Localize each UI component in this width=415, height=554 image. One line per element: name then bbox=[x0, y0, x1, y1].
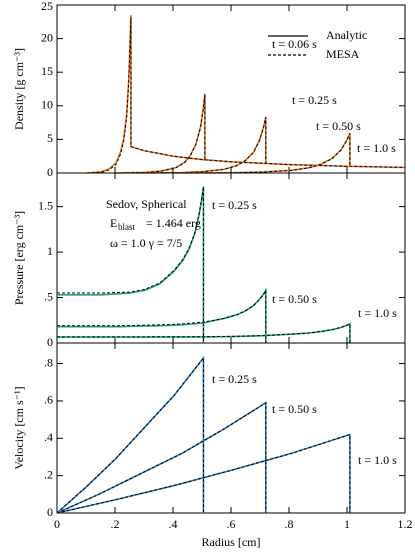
curve-label: t = 1.0 s bbox=[357, 141, 396, 155]
x-tick-label: .4 bbox=[169, 517, 178, 531]
x-tick-label: .2 bbox=[111, 517, 120, 531]
analytic-line bbox=[116, 93, 206, 174]
y-axis-label: Density [g cm⁻³] bbox=[12, 48, 26, 130]
curve-label: t = 0.25 s bbox=[292, 93, 337, 107]
curve-label: t = 0.25 s bbox=[212, 372, 257, 386]
curve-label: t = 0.50 s bbox=[272, 292, 317, 306]
y-tick-label: 0 bbox=[47, 335, 53, 349]
mesa-line bbox=[174, 133, 351, 174]
annotation: ω = 1.0 γ = 7/5 bbox=[110, 236, 182, 250]
legend-label: Analytic bbox=[326, 28, 367, 42]
curve-label: t = 1.0 s bbox=[358, 453, 397, 467]
mesa-line bbox=[57, 186, 204, 343]
mesa-line bbox=[56, 356, 204, 514]
analytic-line bbox=[57, 287, 267, 343]
y-axis-label: Pressure [erg cm⁻³] bbox=[12, 211, 26, 305]
y-tick-label: 1.5 bbox=[38, 198, 53, 212]
x-tick-label: 1 bbox=[344, 517, 350, 531]
curve-label: t = 1.0 s bbox=[358, 306, 397, 320]
legend-label: MESA bbox=[326, 47, 360, 61]
mesa-line bbox=[56, 401, 267, 514]
x-tick-label: .8 bbox=[285, 517, 294, 531]
analytic-line bbox=[174, 132, 351, 174]
y-tick-label: 0 bbox=[47, 165, 53, 179]
x-tick-label: 1.2 bbox=[398, 517, 413, 531]
annotation: Sedov, Spherical bbox=[106, 197, 187, 211]
mesa-line bbox=[140, 117, 267, 174]
y-tick-label: .4 bbox=[44, 430, 53, 444]
y-tick-label: 15 bbox=[41, 64, 53, 78]
mesa-line bbox=[116, 94, 206, 174]
y-tick-label: 5 bbox=[47, 131, 53, 145]
y-tick-label: .8 bbox=[44, 355, 53, 369]
y-tick-label: 0 bbox=[47, 505, 53, 519]
y-tick-label: 10 bbox=[41, 98, 53, 112]
mesa-line bbox=[56, 433, 351, 514]
y-tick-label: .2 bbox=[44, 467, 53, 481]
annotation: E bbox=[110, 216, 117, 230]
plot-frame bbox=[56, 342, 406, 514]
y-tick-label: 20 bbox=[41, 30, 53, 44]
analytic-line bbox=[140, 116, 267, 174]
curve-label: t = 0.50 s bbox=[316, 119, 361, 133]
x-tick-label: .6 bbox=[227, 517, 236, 531]
mesa-line bbox=[86, 17, 406, 174]
annotation: blast bbox=[118, 222, 135, 232]
mesa-line bbox=[57, 288, 267, 343]
mesa-line bbox=[57, 323, 351, 343]
curve-label: t = 0.25 s bbox=[212, 198, 257, 212]
x-axis-label: Radius [cm] bbox=[202, 535, 261, 549]
curve-label: t = 0.50 s bbox=[272, 402, 317, 416]
y-tick-label: 1 bbox=[47, 244, 53, 258]
y-tick-label: .5 bbox=[44, 289, 53, 303]
y-axis-label: Velocity [cm s⁻¹] bbox=[12, 386, 26, 469]
analytic-line bbox=[56, 401, 267, 514]
curve-label: t = 0.06 s bbox=[272, 37, 317, 51]
x-tick-label: 0 bbox=[54, 517, 60, 531]
analytic-line bbox=[56, 355, 205, 514]
y-tick-label: 25 bbox=[41, 0, 53, 13]
y-tick-label: .6 bbox=[44, 393, 53, 407]
annotation: = 1.464 erg bbox=[146, 216, 201, 230]
